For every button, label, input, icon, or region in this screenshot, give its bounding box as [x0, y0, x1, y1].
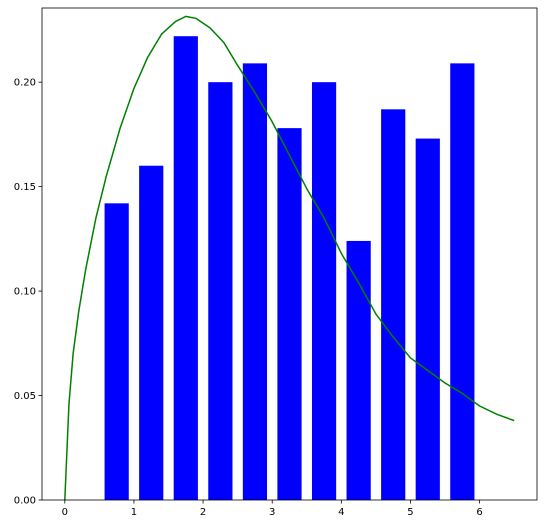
bar: [208, 82, 233, 501]
bar: [104, 203, 129, 500]
y-tick-label: 0.10: [14, 287, 36, 298]
plot-frame: [41, 7, 538, 501]
bar: [381, 109, 406, 500]
bar: [415, 138, 440, 500]
x-tick-label: 2: [200, 507, 206, 518]
bar: [173, 36, 198, 500]
y-tick-label: 0.15: [14, 182, 36, 193]
axes-layer: 0 1 2 3 4 5 6 0.00 0.05 0.10 0.15 0.20: [14, 78, 483, 518]
x-tick-label: 0: [62, 507, 68, 518]
y-tick-label: 0.05: [14, 391, 36, 402]
bar: [450, 63, 475, 501]
x-tick-label: 5: [407, 507, 413, 518]
y-tick-label: 0.00: [14, 496, 36, 507]
x-tick-label: 3: [269, 507, 275, 518]
x-tick-label: 1: [131, 507, 137, 518]
bar: [311, 82, 337, 501]
bar: [242, 63, 268, 501]
x-tick-label: 6: [476, 507, 482, 518]
bar: [139, 165, 164, 501]
bar: [277, 128, 302, 500]
density-curve: [64, 15, 515, 501]
curve-layer: [64, 15, 515, 501]
bar: [346, 240, 371, 500]
y-tick-label: 0.20: [14, 78, 36, 89]
bars-layer: [104, 36, 475, 501]
x-tick-label: 4: [338, 507, 344, 518]
